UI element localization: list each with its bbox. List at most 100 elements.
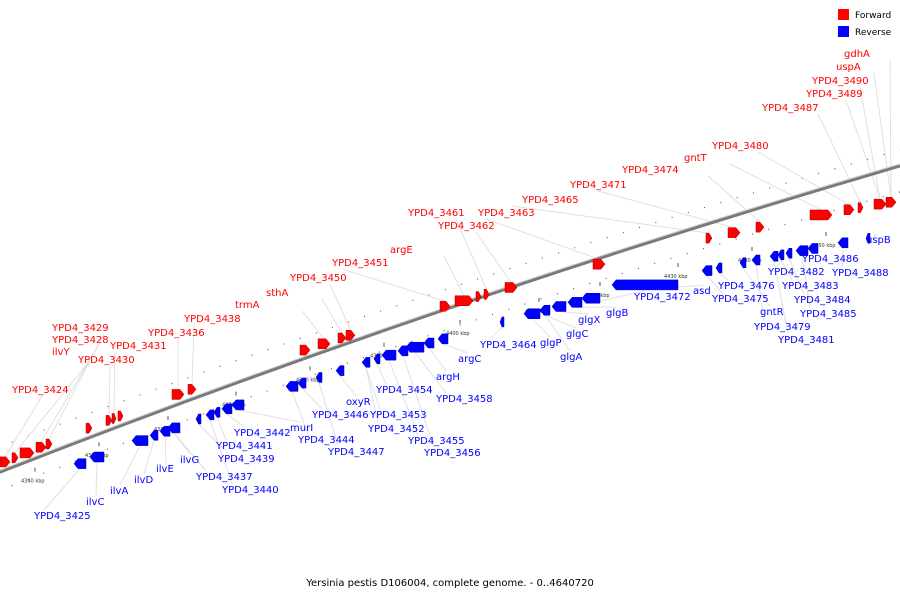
forward-gene-feature[interactable] [727,227,741,238]
reverse-gene-feature[interactable] [611,279,679,291]
reverse-gene-label[interactable]: YPD4_3486 [801,254,859,265]
forward-gene-feature[interactable] [885,196,897,208]
forward-gene-label[interactable]: sthA [266,288,288,299]
forward-gene-feature[interactable] [35,441,47,453]
reverse-gene-feature[interactable] [567,297,583,308]
reverse-gene-label[interactable]: YPD4_3485 [799,309,857,320]
reverse-gene-feature[interactable] [315,372,323,383]
forward-gene-label[interactable]: argE [390,245,413,256]
forward-gene-feature[interactable] [299,344,311,356]
forward-gene-label[interactable]: ilvY [52,347,70,358]
reverse-gene-label[interactable]: YPD4_3455 [407,436,465,447]
reverse-gene-feature[interactable] [785,247,793,259]
forward-gene-feature[interactable] [45,438,53,450]
reverse-gene-label[interactable]: YPD4_3484 [793,295,851,306]
forward-gene-feature[interactable] [117,410,124,422]
reverse-gene-feature[interactable] [195,413,202,425]
forward-gene-label[interactable]: YPD4_3487 [761,103,819,114]
reverse-gene-feature[interactable] [297,377,307,389]
forward-gene-feature[interactable] [504,282,518,293]
reverse-gene-label[interactable]: YPD4_3476 [717,281,775,292]
forward-gene-label[interactable]: YPD4_3431 [109,341,167,352]
reverse-gene-feature[interactable] [167,422,181,434]
forward-gene-feature[interactable] [11,452,19,464]
reverse-gene-label[interactable]: YPD4_3483 [781,281,839,292]
reverse-gene-label[interactable]: YPD4_3446 [311,410,369,421]
forward-gene-feature[interactable] [171,389,185,400]
forward-gene-label[interactable]: YPD4_3462 [437,221,495,232]
reverse-gene-label[interactable]: murI [290,423,313,434]
reverse-gene-feature[interactable] [751,254,761,266]
reverse-gene-feature[interactable] [231,399,245,411]
forward-gene-label[interactable]: YPD4_3463 [477,208,535,219]
reverse-gene-feature[interactable] [523,308,541,319]
forward-gene-feature[interactable] [454,295,474,306]
forward-gene-feature[interactable] [809,209,833,221]
reverse-gene-feature[interactable] [807,243,819,254]
forward-gene-label[interactable]: YPD4_3430 [77,355,135,366]
reverse-gene-feature[interactable] [551,301,567,312]
reverse-gene-label[interactable]: gntR [760,307,784,318]
forward-gene-label[interactable]: YPD4_3429 [51,323,109,334]
reverse-gene-label[interactable]: ilvA [110,486,128,497]
forward-gene-feature[interactable] [592,258,606,270]
reverse-gene-feature[interactable] [405,341,425,353]
forward-gene-label[interactable]: YPD4_3471 [569,180,627,191]
forward-gene-label[interactable]: YPD4_3436 [147,328,205,339]
reverse-gene-feature[interactable] [373,353,381,365]
forward-gene-feature[interactable] [475,291,482,302]
reverse-gene-label[interactable]: YPD4_3441 [215,441,273,452]
reverse-gene-label[interactable]: ilvC [86,497,104,508]
reverse-gene-feature[interactable] [149,430,159,441]
forward-gene-feature[interactable] [317,338,331,350]
reverse-gene-label[interactable]: glgB [606,308,628,319]
forward-gene-label[interactable]: YPD4_3474 [621,165,679,176]
forward-gene-feature[interactable] [345,330,356,341]
reverse-gene-feature[interactable] [437,333,449,345]
forward-gene-feature[interactable] [111,413,117,424]
reverse-gene-feature[interactable] [701,265,713,276]
reverse-gene-label[interactable]: YPD4_3439 [217,454,275,465]
reverse-gene-label[interactable]: YPD4_3437 [195,472,253,483]
forward-gene-feature[interactable] [483,289,490,300]
forward-gene-label[interactable]: YPD4_3490 [811,76,869,87]
reverse-gene-label[interactable]: glgP [540,338,562,349]
reverse-gene-feature[interactable] [285,381,299,392]
reverse-gene-feature[interactable] [769,251,779,262]
reverse-gene-label[interactable]: glgX [578,315,600,326]
forward-gene-label[interactable]: YPD4_3465 [521,195,579,206]
reverse-gene-feature[interactable] [777,249,785,261]
forward-gene-label[interactable]: YPD4_3489 [805,89,863,100]
forward-gene-feature[interactable] [705,232,713,244]
reverse-gene-label[interactable]: YPD4_3479 [753,322,811,333]
forward-gene-label[interactable]: gntT [684,153,708,164]
reverse-gene-label[interactable]: YPD4_3472 [633,292,691,303]
reverse-gene-label[interactable]: YPD4_3458 [435,394,493,405]
reverse-gene-label[interactable]: asd [693,286,711,297]
reverse-gene-feature[interactable] [795,245,809,256]
reverse-gene-feature[interactable] [423,337,435,349]
reverse-gene-label[interactable]: YPD4_3475 [711,294,769,305]
reverse-gene-label[interactable]: YPD4_3488 [831,268,889,279]
reverse-gene-feature[interactable] [73,458,87,469]
reverse-gene-feature[interactable] [837,237,849,249]
reverse-gene-feature[interactable] [131,435,149,446]
reverse-gene-label[interactable]: oxyR [346,397,371,408]
forward-gene-feature[interactable] [105,415,113,426]
forward-gene-label[interactable]: YPD4_3450 [289,273,347,284]
reverse-gene-label[interactable]: YPD4_3447 [327,447,385,458]
reverse-gene-feature[interactable] [361,357,371,368]
reverse-gene-feature[interactable] [213,407,221,418]
reverse-gene-feature[interactable] [865,232,871,244]
forward-gene-feature[interactable] [439,301,451,312]
reverse-gene-label[interactable]: argC [458,354,481,365]
forward-gene-label[interactable]: trmA [235,300,260,311]
reverse-gene-label[interactable]: YPD4_3440 [221,485,279,496]
reverse-gene-label[interactable]: YPD4_3456 [423,448,481,459]
reverse-gene-label[interactable]: ilvE [156,464,174,475]
forward-gene-label[interactable]: uspA [836,62,861,73]
forward-gene-label[interactable]: YPD4_3451 [331,258,389,269]
reverse-gene-feature[interactable] [335,365,345,376]
forward-gene-feature[interactable] [85,422,93,434]
reverse-gene-label[interactable]: YPD4_3453 [369,410,427,421]
